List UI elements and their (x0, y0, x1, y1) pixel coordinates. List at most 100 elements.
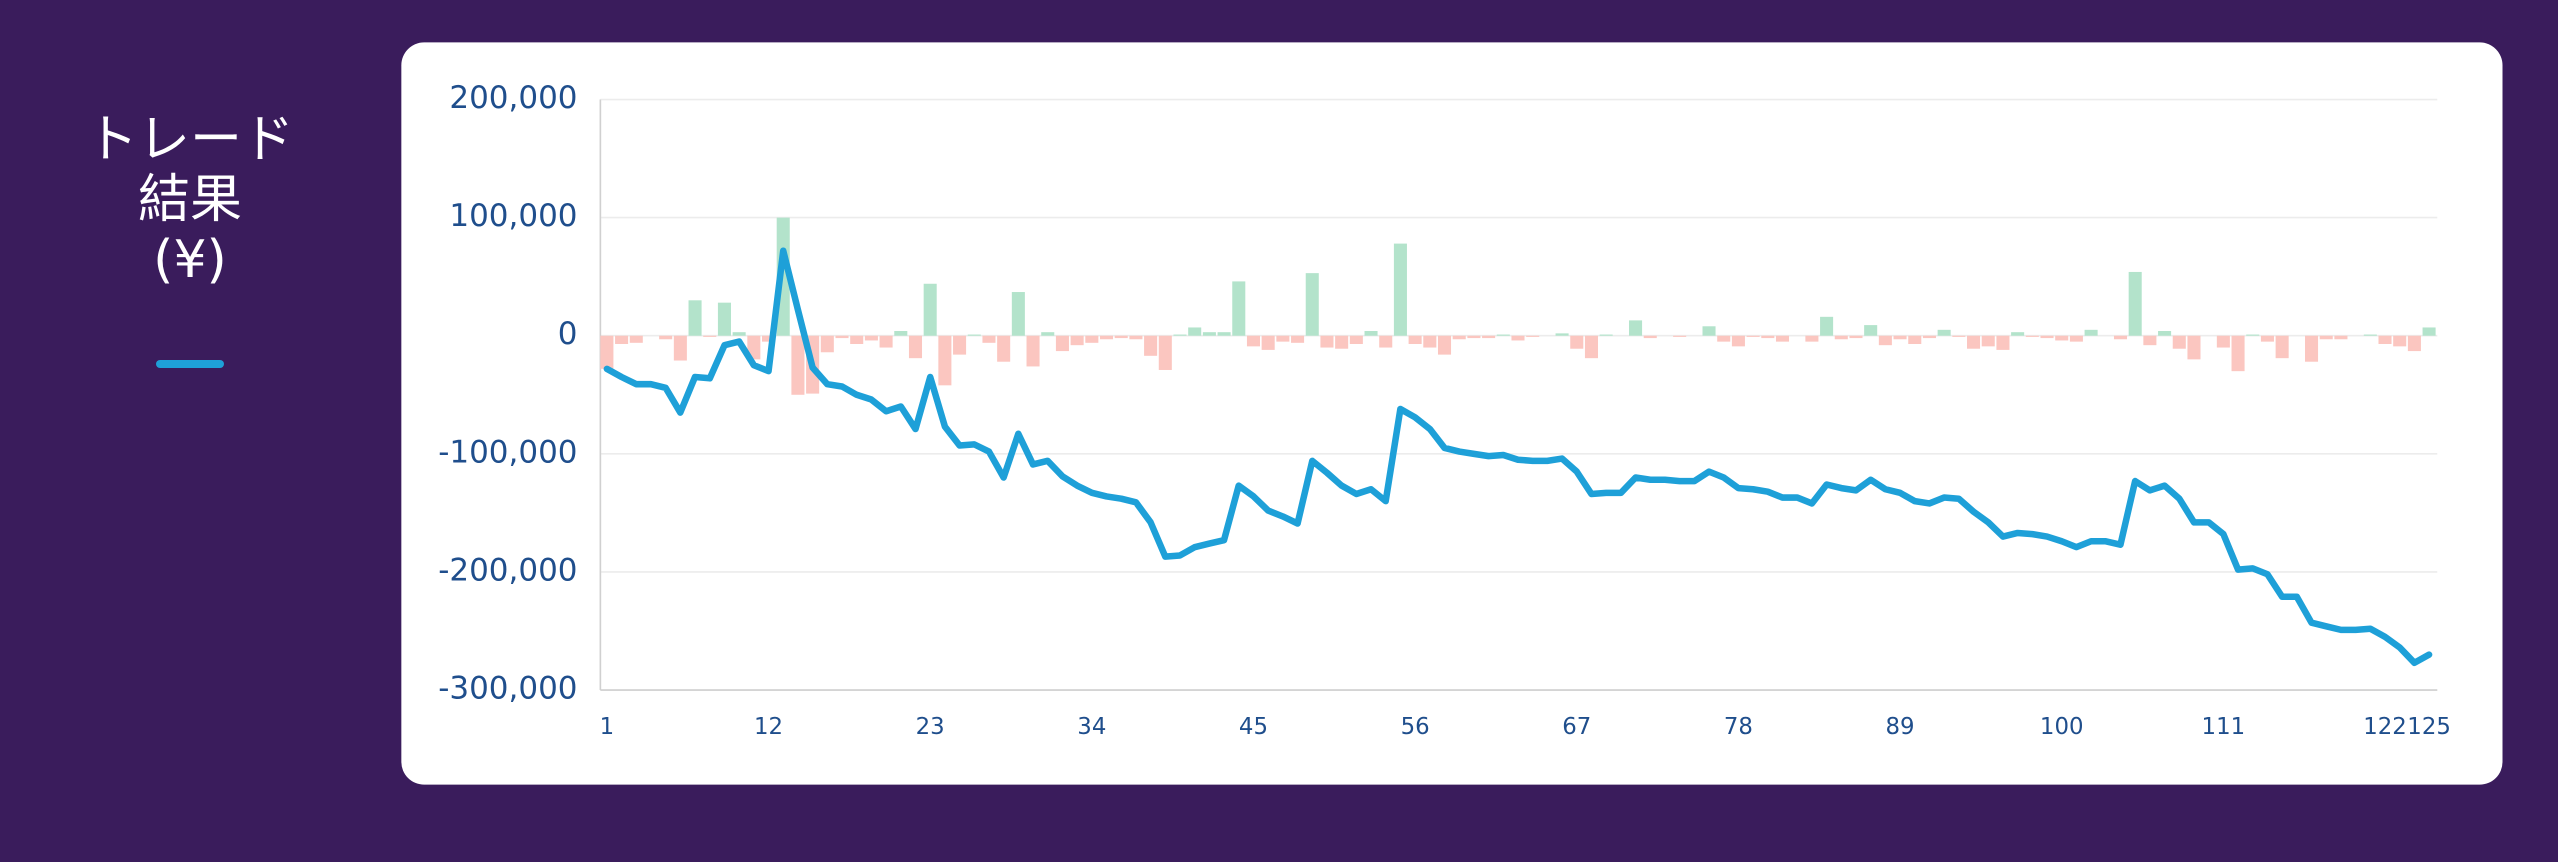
bar (1849, 335, 1863, 339)
bar (982, 335, 996, 343)
bar (1584, 335, 1598, 359)
bar (2231, 335, 2245, 372)
bar (2084, 329, 2098, 336)
bar (908, 335, 923, 359)
bar (1379, 335, 1393, 348)
bar (1188, 327, 1202, 336)
bar (2305, 335, 2319, 362)
bar (1364, 331, 1378, 336)
bar (1246, 335, 1261, 347)
x-tick-label: 12 (754, 714, 783, 740)
bar (2334, 335, 2348, 340)
x-tick-label: 67 (1562, 714, 1591, 740)
bar (688, 300, 702, 336)
bar (1482, 335, 1496, 339)
bar (615, 335, 629, 344)
bar (850, 335, 864, 344)
x-tick-label: 111 (2202, 714, 2246, 740)
bar (864, 335, 878, 341)
bar (1717, 335, 1731, 342)
x-tick-label: 122 (2363, 714, 2407, 740)
bar (1937, 329, 1951, 336)
bar (1085, 335, 1099, 343)
bar (2246, 334, 2260, 336)
bar (703, 335, 717, 337)
bar (2319, 335, 2333, 340)
x-tick-label: 23 (916, 714, 945, 740)
bar (1775, 335, 1790, 342)
bar (1129, 335, 1143, 340)
bar (820, 335, 834, 353)
bar (1629, 320, 1643, 336)
bar (2187, 335, 2201, 360)
legend: トレード 結果 (¥) (60, 50, 320, 368)
y-tick-label: 0 (558, 316, 578, 352)
bar (1922, 335, 1936, 339)
bar (2407, 335, 2421, 352)
bar (2040, 335, 2054, 339)
bar (2128, 271, 2142, 336)
bar (1570, 335, 1584, 349)
bar (673, 335, 687, 361)
bar (1893, 335, 1907, 340)
bar (1643, 335, 1657, 339)
bar (2378, 335, 2392, 344)
bar (1173, 334, 1187, 336)
bar (2055, 335, 2069, 341)
bar (1834, 335, 1848, 340)
bar (879, 335, 893, 348)
bar (1114, 335, 1128, 339)
x-tick-label: 45 (1239, 714, 1268, 740)
bar (1305, 273, 1319, 336)
bar (2260, 335, 2274, 342)
legend-label: トレード 結果 (¥) (85, 110, 294, 290)
y-tick-label: -200,000 (438, 552, 577, 588)
bar (1055, 335, 1069, 352)
bar (1967, 335, 1981, 349)
bar (1555, 333, 1569, 336)
bar (1599, 334, 1613, 336)
bar (2158, 331, 2172, 336)
bar (1070, 335, 1084, 346)
bar (2025, 335, 2039, 337)
bar (1761, 335, 1775, 339)
bar (1202, 332, 1216, 336)
bar (953, 335, 967, 355)
y-tick-label: -300,000 (438, 671, 577, 707)
bar (1408, 335, 1422, 344)
bar (1158, 335, 1172, 370)
bar (747, 335, 761, 360)
x-tick-label: 78 (1724, 714, 1753, 740)
bar (2275, 335, 2289, 359)
bar (1423, 335, 1437, 348)
x-tick-label: 34 (1077, 714, 1106, 740)
y-tick-label: 200,000 (449, 80, 577, 116)
bar (1981, 335, 1995, 347)
card (401, 42, 2503, 785)
bar (732, 332, 746, 336)
bar (1261, 335, 1275, 350)
bar (1041, 332, 1055, 336)
bar (1746, 335, 1760, 337)
x-tick-label: 56 (1401, 714, 1430, 740)
bar (1335, 335, 1349, 349)
bar (1393, 243, 1407, 336)
bar (1908, 335, 1922, 344)
bar (2363, 334, 2377, 336)
bar (894, 331, 908, 336)
x-tick-label: 1 (600, 714, 615, 740)
bar (923, 283, 937, 336)
bar (967, 334, 981, 336)
bar (629, 335, 643, 343)
bar (600, 335, 614, 369)
bar (997, 335, 1011, 362)
bar (2011, 332, 2025, 336)
bar (1805, 335, 1819, 342)
bar (1349, 335, 1363, 344)
x-tick-label: 100 (2040, 714, 2084, 740)
bar (1320, 335, 1334, 348)
bar (1820, 316, 1834, 336)
bar (762, 335, 776, 342)
bar (1878, 335, 1892, 346)
